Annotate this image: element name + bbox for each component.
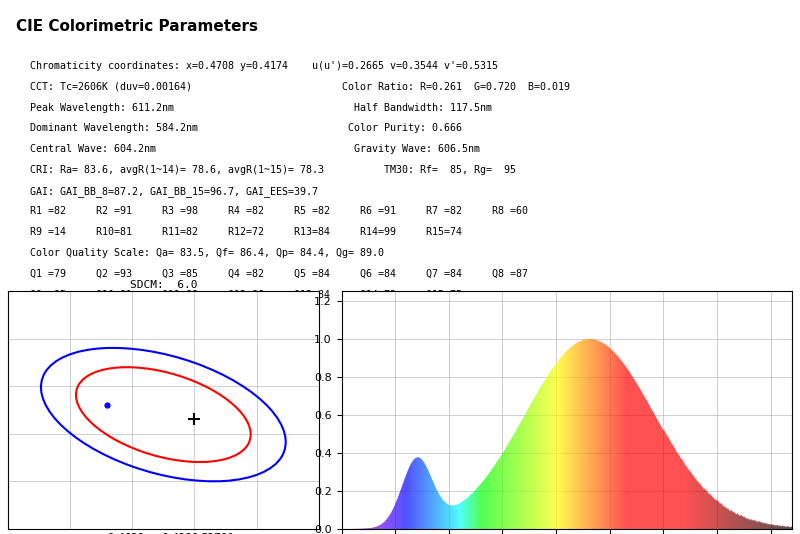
Text: Q1 =79     Q2 =93     Q3 =85     Q4 =82     Q5 =84     Q6 =84     Q7 =84     Q8 : Q1 =79 Q2 =93 Q3 =85 Q4 =82 Q5 =84 Q6 =8… [12,269,528,279]
Text: CIE Colorimetric Parameters: CIE Colorimetric Parameters [16,19,258,34]
Title: SDCM:  6.0: SDCM: 6.0 [130,280,197,290]
Text: CCT: Tc=2606K (duv=0.00164)                         Color Ratio: R=0.261  G=0.72: CCT: Tc=2606K (duv=0.00164) Color Ratio:… [12,82,570,92]
Text: Chromaticity coordinates: x=0.4708 y=0.4174    u(u')=0.2665 v=0.3544 v'=0.5315: Chromaticity coordinates: x=0.4708 y=0.4… [12,61,498,71]
Text: GAI: GAI_BB_8=87.2, GAI_BB_15=96.7, GAI_EES=39.7: GAI: GAI_BB_8=87.2, GAI_BB_15=96.7, GAI_… [12,186,318,197]
Text: R9 =14     R10=81     R11=82     R12=72     R13=84     R14=99     R15=74: R9 =14 R10=81 R11=82 R12=72 R13=84 R14=9… [12,227,462,237]
Text: Q9 =95     Q10=91     Q11=88     Q12=86     Q13=84     Q14=73     Q15=75: Q9 =95 Q10=91 Q11=88 Q12=86 Q13=84 Q14=7… [12,289,462,300]
Text: CRI: Ra= 83.6, avgR(1~14)= 78.6, avgR(1~15)= 78.3          TM30: Rf=  85, Rg=  9: CRI: Ra= 83.6, avgR(1~14)= 78.6, avgR(1~… [12,165,516,175]
Text: Color Quality Scale: Qa= 83.5, Qf= 86.4, Qp= 84.4, Qg= 89.0: Color Quality Scale: Qa= 83.5, Qf= 86.4,… [12,248,384,258]
Text: R1 =82     R2 =91     R3 =98     R4 =82     R5 =82     R6 =91     R7 =82     R8 : R1 =82 R2 =91 R3 =98 R4 =82 R5 =82 R6 =9… [12,206,528,216]
Text: Central Wave: 604.2nm                                 Gravity Wave: 606.5nm: Central Wave: 604.2nm Gravity Wave: 606.… [12,144,480,154]
Text: Peak Wavelength: 611.2nm                              Half Bandwidth: 117.5nm: Peak Wavelength: 611.2nm Half Bandwidth:… [12,103,492,113]
X-axis label: x=0.4630 y=0.4200 F2700: x=0.4630 y=0.4200 F2700 [93,533,234,534]
Text: Dominant Wavelength: 584.2nm                         Color Purity: 0.666: Dominant Wavelength: 584.2nm Color Purit… [12,123,462,134]
